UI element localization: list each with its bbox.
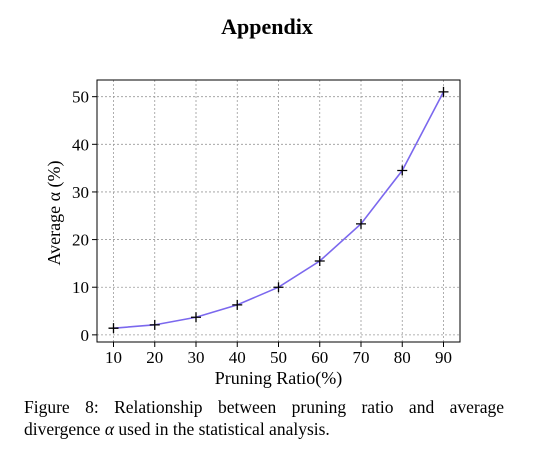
figure-caption: Figure 8: Relationship between pruning r… (24, 396, 504, 440)
chart-grid (97, 80, 460, 342)
data-point-marker (232, 299, 243, 310)
data-point-marker (191, 312, 201, 323)
y-tick-label: 50 (72, 88, 89, 107)
data-point-marker (356, 218, 366, 229)
y-tick-label: 30 (72, 183, 89, 202)
data-point-marker (149, 319, 160, 330)
appendix-heading: Appendix (221, 14, 313, 39)
x-axis-label: Pruning Ratio(%) (215, 368, 343, 389)
x-tick-label: 50 (270, 348, 287, 367)
x-tick-label: 10 (105, 348, 122, 367)
y-tick-label: 40 (72, 135, 89, 154)
y-tick-label: 10 (72, 278, 89, 297)
x-tick-label: 90 (435, 348, 452, 367)
x-tick-label: 70 (353, 348, 370, 367)
axis-ticks: 10 20 30 40 50 60 70 80 90 0 10 20 30 40 50 (72, 88, 452, 367)
x-tick-label: 20 (146, 348, 163, 367)
data-point-marker (108, 323, 119, 334)
data-point-marker (314, 256, 325, 267)
y-tick-label: 20 (72, 231, 89, 250)
line-chart: 10 20 30 40 50 60 70 80 90 0 10 20 30 40 50 Pruning Ra… (44, 79, 461, 389)
caption-text-before: Figure 8: Relationship between pruning r… (24, 397, 504, 439)
data-point-marker (273, 282, 284, 293)
x-tick-label: 80 (394, 348, 411, 367)
plot-frame (96, 79, 461, 343)
caption-alpha-symbol: α (104, 419, 115, 439)
y-axis-label: Average α (%) (44, 160, 65, 265)
data-point-marker (438, 86, 449, 97)
x-tick-label: 60 (311, 348, 328, 367)
y-tick-label: 0 (81, 326, 90, 345)
data-point-marker (397, 165, 408, 176)
x-tick-label: 40 (229, 348, 246, 367)
series-layer (108, 86, 449, 334)
caption-text-after: used in the statistical analysis. (114, 419, 330, 439)
x-tick-label: 30 (188, 348, 205, 367)
